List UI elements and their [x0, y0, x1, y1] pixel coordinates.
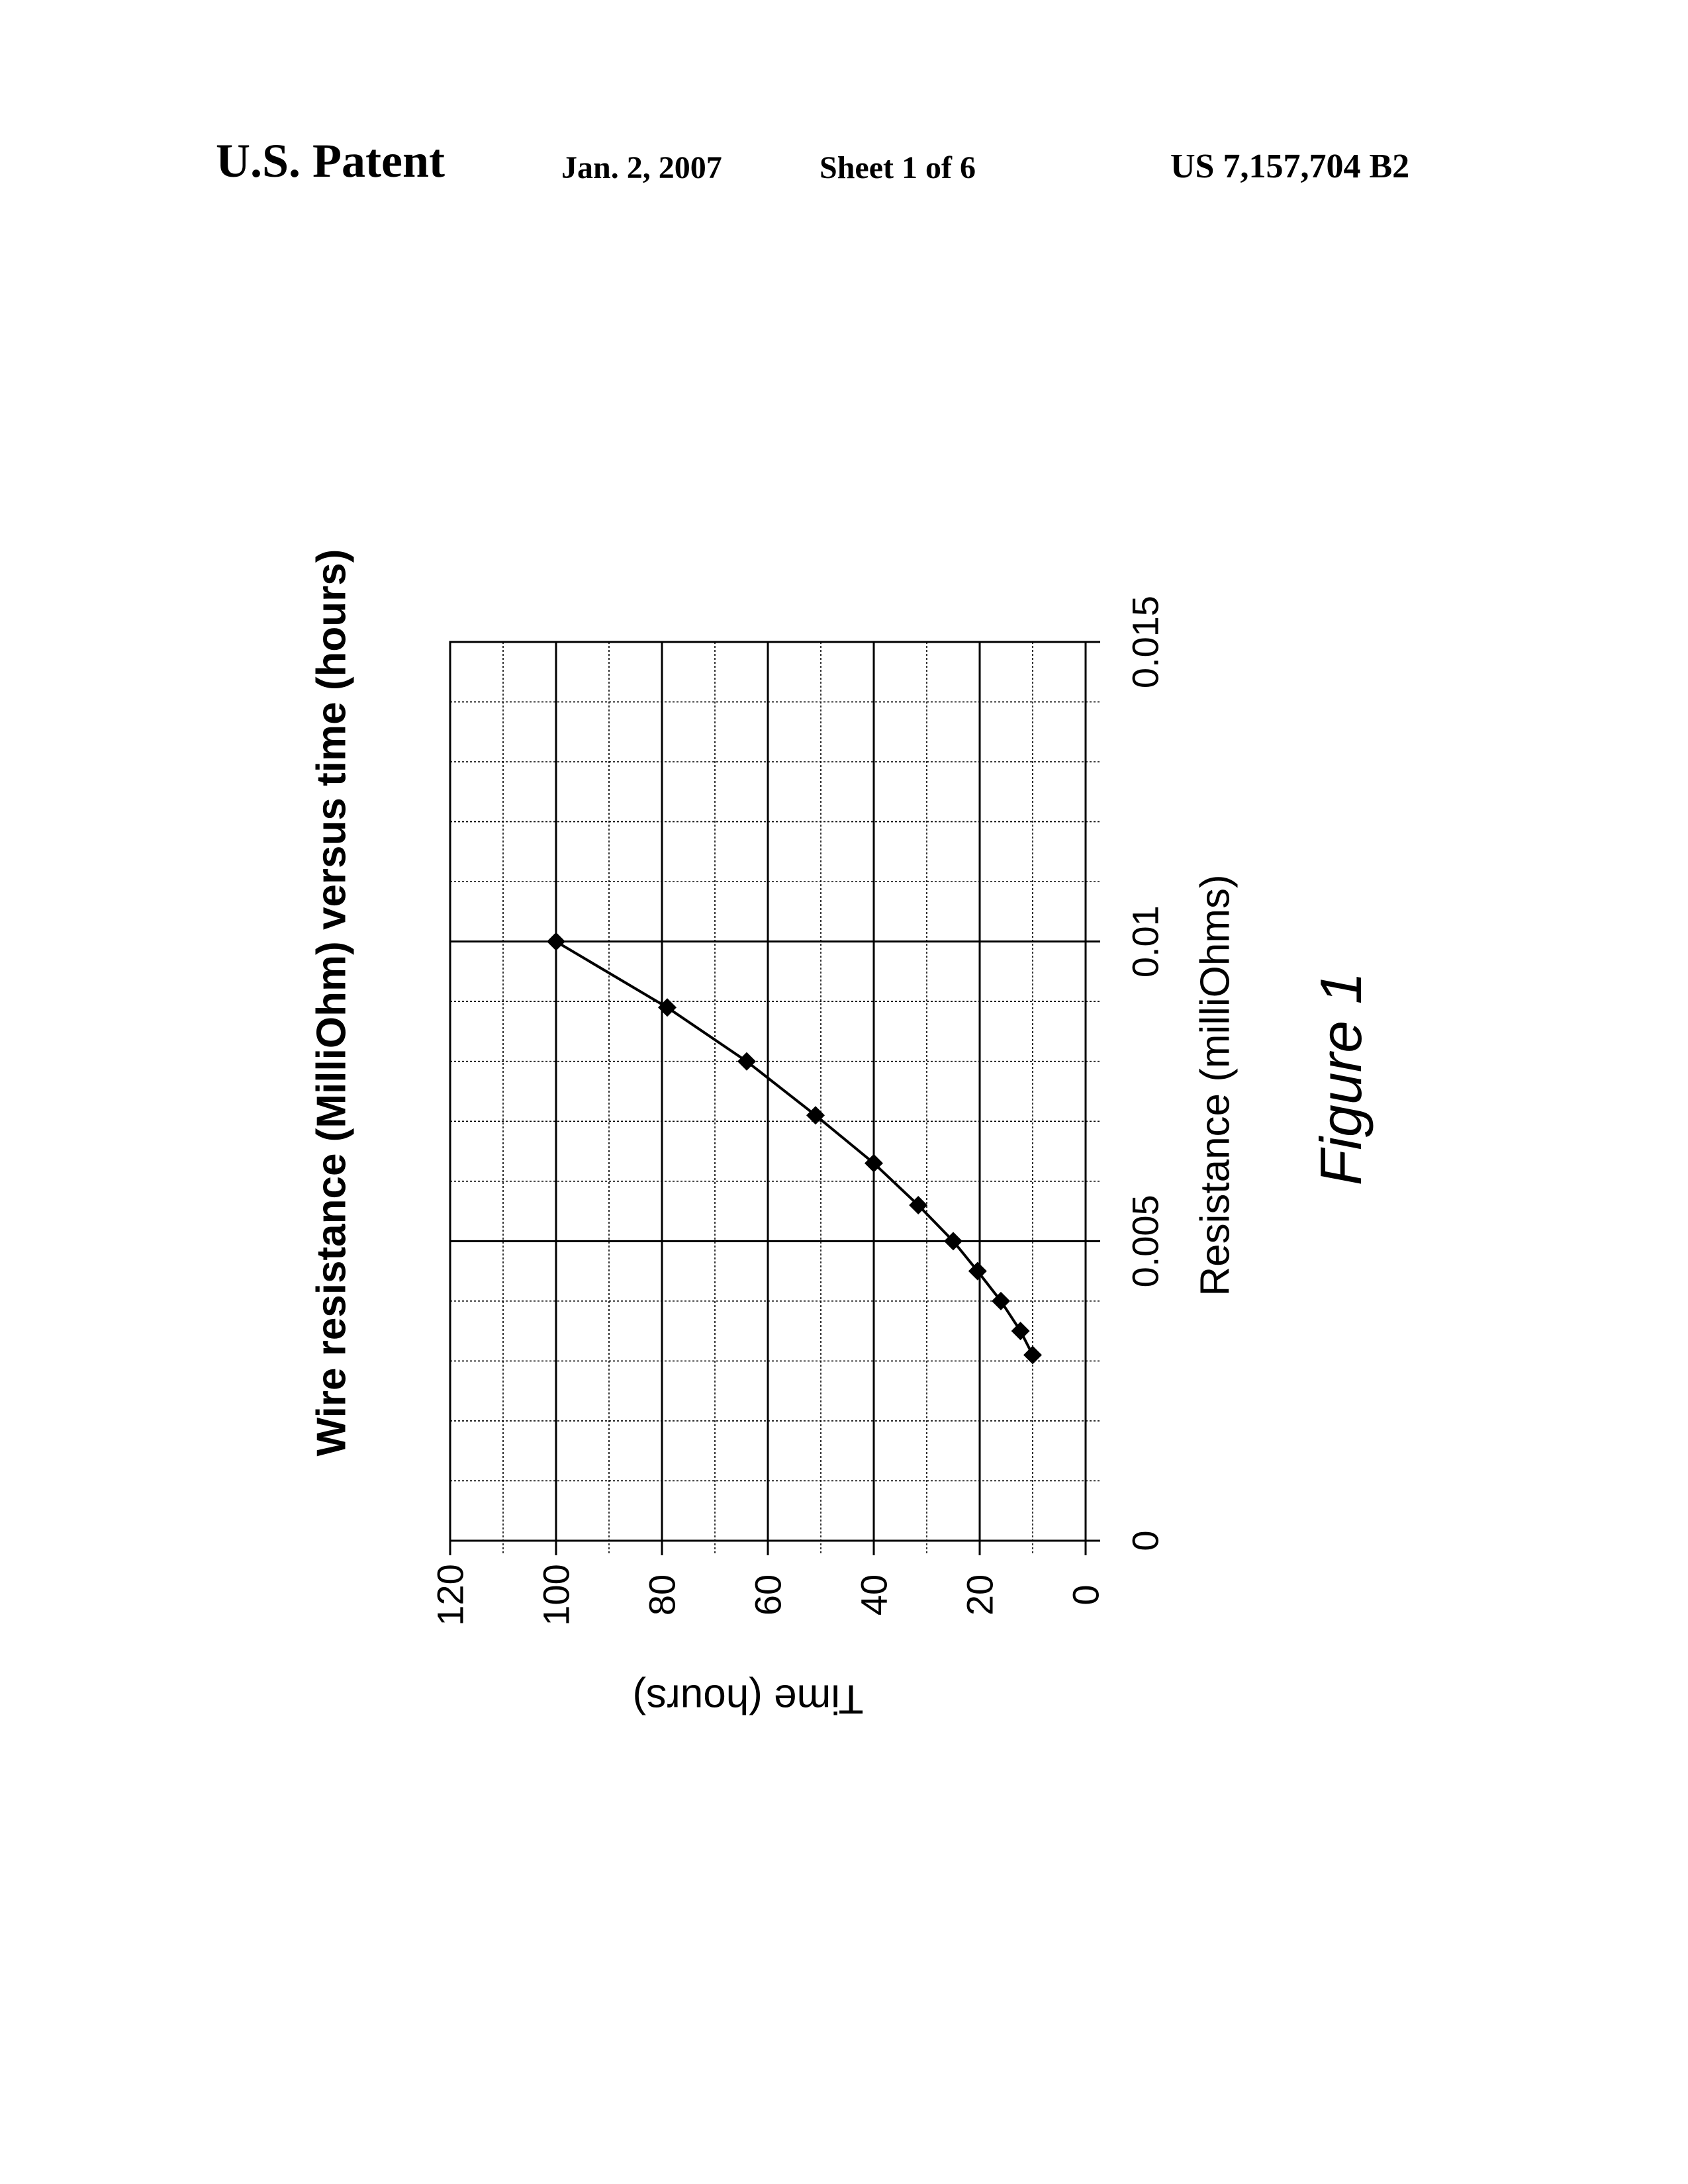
x-tick-label: 0.01: [1125, 905, 1166, 978]
x-tick-label: 0: [1125, 1530, 1166, 1551]
data-point-marker: [1023, 1345, 1042, 1365]
data-series: [547, 932, 1042, 1365]
x-axis-title: Resistance (milliOhms): [1193, 874, 1239, 1296]
y-tick-label: 0: [1065, 1584, 1107, 1605]
x-tick-label: 0.005: [1125, 1195, 1166, 1287]
y-tick-label: 20: [959, 1574, 1001, 1615]
publication-label: U.S. Patent: [216, 134, 445, 187]
y-tick-label: 60: [747, 1574, 789, 1615]
y-tick-label: 120: [430, 1564, 471, 1625]
chart-title: Wire resistance (MilliOhm) versus time (…: [309, 549, 355, 1457]
figure-label: Figure 1: [1308, 972, 1374, 1186]
series-line: [555, 940, 1034, 1356]
publication-date: Jan. 2, 2007: [561, 150, 722, 185]
patent-number: US 7,157,704 B2: [1170, 148, 1410, 185]
y-tick-label: 100: [536, 1564, 577, 1625]
data-point-marker: [865, 1154, 883, 1173]
tick-labels: 0 0.005 0.01 0.015 0 20 40 60 80 100 120: [430, 596, 1166, 1626]
x-tick-label: 0.015: [1125, 596, 1166, 688]
data-point-marker: [737, 1052, 756, 1071]
data-point-marker: [992, 1291, 1010, 1310]
data-point-marker: [944, 1232, 962, 1251]
sheet-number: Sheet 1 of 6: [820, 150, 976, 185]
y-axis-title: Time (hours): [632, 1676, 863, 1721]
y-tick-label: 40: [853, 1574, 895, 1615]
data-point-marker: [547, 932, 565, 951]
data-point-marker: [658, 998, 677, 1017]
data-point-marker: [968, 1261, 987, 1281]
plot-frame: [449, 641, 1087, 1542]
data-point-marker: [909, 1196, 928, 1215]
data-point-marker: [1011, 1322, 1030, 1341]
y-tick-label: 80: [641, 1574, 683, 1615]
data-point-marker: [806, 1106, 825, 1125]
grid-lines: [449, 641, 1100, 1555]
